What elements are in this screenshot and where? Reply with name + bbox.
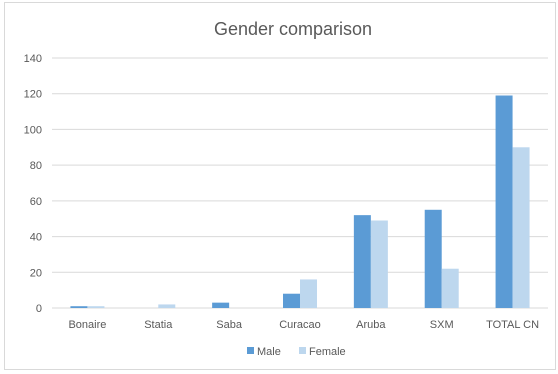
y-tick-label: 0 [36,303,42,315]
bar-female-bonaire [87,306,105,308]
bar-male-saba [212,302,230,308]
y-tick-label: 60 [30,196,42,208]
y-tick-label: 40 [30,232,42,244]
gridlines [52,57,548,309]
legend-label: Male [257,346,281,358]
x-tick-label: SXM [430,319,454,331]
x-tick-label: Aruba [356,319,386,331]
legend-label: Female [309,346,346,358]
bar-female-statia [158,304,176,308]
bar-male-bonaire [70,306,88,308]
x-tick-label: Bonaire [68,319,106,331]
legend-swatch [247,347,254,354]
bar-female-sxm [441,268,459,308]
y-tick-label: 100 [24,124,42,136]
y-tick-label: 80 [30,160,42,172]
legend-swatch [299,347,306,354]
y-tick-label: 140 [24,53,42,65]
x-tick-label: Statia [144,319,173,331]
legend: Male Female [247,346,346,358]
y-tick-label: 20 [30,267,42,279]
x-tick-label: TOTAL CN [486,319,539,331]
bar-male-curacao [283,293,300,308]
bar-male-sxm [424,209,442,308]
bar-male-aruba [353,215,371,308]
y-axis-ticks: 0 20 40 60 80 100 120 140 [24,53,42,315]
chart-frame [4,2,556,370]
bar-male-total-cn [495,95,513,308]
x-axis-labels: Bonaire Statia Saba Curacao Aruba SXM TOTAL CN [68,319,539,331]
bar-female-curacao [300,279,317,308]
bar-female-aruba [370,220,388,308]
x-tick-label: Curacao [279,319,321,331]
bar-female-total-cn [512,147,530,308]
x-tick-label: Saba [216,319,243,331]
bars [70,95,530,308]
chart-title: Gender comparison [214,19,372,39]
y-tick-label: 120 [24,89,42,101]
